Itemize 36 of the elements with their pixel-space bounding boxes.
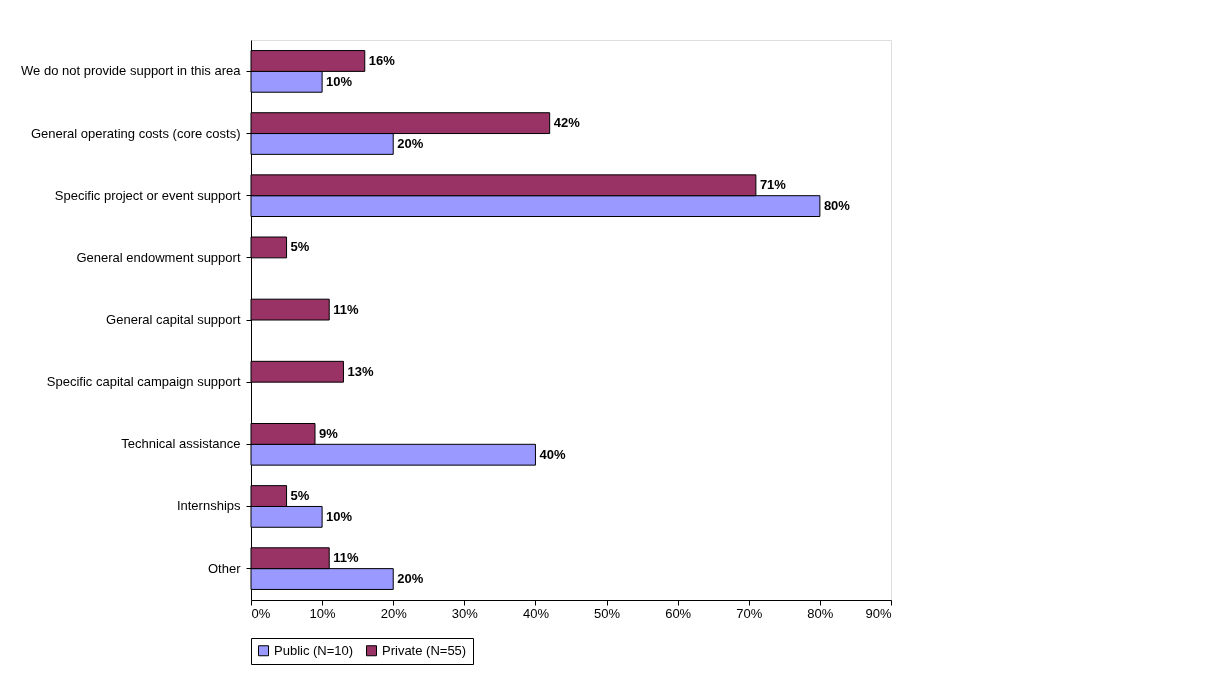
x-tick-label: 10% <box>309 605 337 621</box>
y-tick-label: General capital support <box>106 312 241 327</box>
y-tick-label: Internships <box>176 498 241 514</box>
x-tick-label: 80% <box>807 605 834 621</box>
data-label: 20% <box>397 571 424 587</box>
data-label: 5% <box>290 239 310 255</box>
data-label: 10% <box>326 73 353 89</box>
x-tick-label: 90% <box>865 605 892 621</box>
legend-label: Public (N=10) <box>274 642 354 658</box>
x-tick-label: 20% <box>380 605 408 621</box>
data-label: 10% <box>326 508 353 524</box>
data-label: 40% <box>539 446 566 462</box>
x-tick-label: 50% <box>594 605 621 621</box>
data-label: 13% <box>347 363 374 379</box>
x-tick-label: 0% <box>251 605 271 621</box>
y-tick-label: Other <box>207 560 242 576</box>
y-tick-label: General endowment support <box>76 249 241 265</box>
data-label: 11% <box>333 550 359 566</box>
data-label: 80% <box>823 198 851 214</box>
y-tick-label: Technical assistance <box>121 436 241 452</box>
data-label: 20% <box>397 135 424 151</box>
y-tick-label: Specific project or event support <box>54 187 241 203</box>
x-tick-label: 30% <box>451 605 479 621</box>
data-label: 71% <box>759 177 787 193</box>
data-label: 16% <box>368 52 396 68</box>
data-label: 9% <box>319 425 339 441</box>
x-tick-label: 70% <box>736 605 763 621</box>
y-tick-label: Specific capital campaign support <box>46 374 241 390</box>
data-label: 11% <box>333 301 359 317</box>
legend-label: Private (N=55) <box>382 642 467 658</box>
y-tick-label: We do not provide support in this area <box>21 63 242 79</box>
y-tick-label: General operating costs (core costs) <box>30 125 241 141</box>
data-label: 42% <box>553 115 581 131</box>
x-tick-label: 60% <box>665 605 692 621</box>
x-tick-label: 40% <box>522 605 550 621</box>
data-label: 5% <box>290 488 310 504</box>
